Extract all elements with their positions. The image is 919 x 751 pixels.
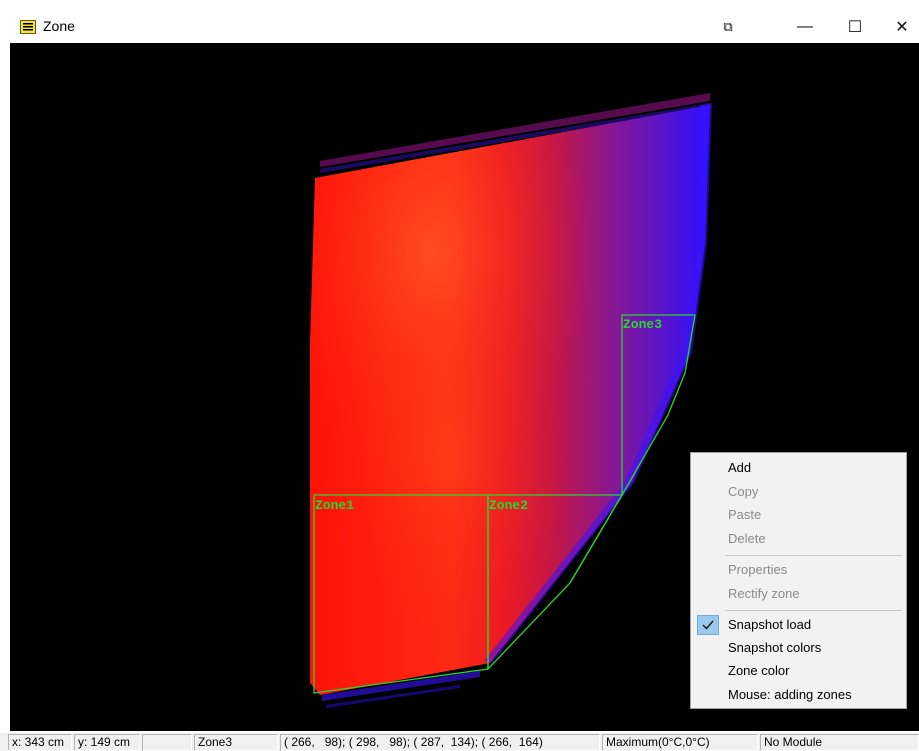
edge-strip — [320, 93, 710, 167]
zone3-outline[interactable] — [621, 314, 696, 498]
menu-separator — [725, 610, 902, 611]
menu-item-copy[interactable]: Copy — [728, 484, 759, 499]
menu-item-properties[interactable]: Properties — [728, 562, 788, 577]
window-title: Zone — [43, 18, 75, 34]
thermal-image[interactable]: Zone1 Zone2 Zone3 — [10, 43, 919, 731]
menu-item-rectify-zone[interactable]: Rectify zone — [728, 586, 800, 601]
status-zone: Zone3 — [194, 734, 278, 751]
edge-strip-dark — [320, 103, 710, 173]
restore-icon[interactable]: ⧉ — [723, 18, 733, 34]
status-x: x: 343 cm — [8, 734, 72, 751]
thermal-view[interactable]: Zone1 Zone2 Zone3 — [10, 43, 919, 731]
status-maximum: Maximum(0°C,0°C) — [602, 734, 758, 751]
context-menu: Add Copy Paste Delete Properties Rectify… — [690, 452, 907, 709]
menu-item-delete[interactable]: Delete — [728, 531, 766, 546]
status-y: y: 149 cm — [74, 734, 140, 751]
check-icon — [697, 615, 719, 635]
minimize-button[interactable]: — — [797, 17, 813, 35]
menu-item-mouse-adding-zones[interactable]: Mouse: adding zones — [728, 687, 852, 702]
status-module: No Module — [760, 734, 919, 751]
zone3-label[interactable]: Zone3 — [623, 317, 662, 332]
status-points: ( 266, 98); ( 298, 98); ( 287, 134); ( 2… — [280, 734, 600, 751]
menu-item-paste[interactable]: Paste — [728, 507, 762, 522]
status-bar: x: 343 cm y: 149 cm Zone3 ( 266, 98); ( … — [0, 733, 919, 751]
title-bar[interactable]: Zone ⧉ — ☐ ✕ — [0, 10, 919, 43]
maximize-button[interactable]: ☐ — [847, 18, 863, 36]
zone1-label[interactable]: Zone1 — [315, 498, 354, 513]
menu-item-zone-color[interactable]: Zone color — [728, 663, 790, 678]
menu-item-snapshot-load[interactable]: Snapshot load — [693, 614, 904, 636]
zone2-label[interactable]: Zone2 — [489, 498, 528, 513]
app-icon[interactable] — [20, 20, 36, 34]
menu-item-label: Snapshot load — [728, 617, 812, 632]
menu-separator — [725, 555, 902, 556]
menu-item-add[interactable]: Add — [728, 460, 752, 475]
close-button[interactable]: ✕ — [895, 18, 909, 36]
menu-item-snapshot-colors[interactable]: Snapshot colors — [728, 640, 822, 655]
status-empty — [142, 734, 192, 751]
